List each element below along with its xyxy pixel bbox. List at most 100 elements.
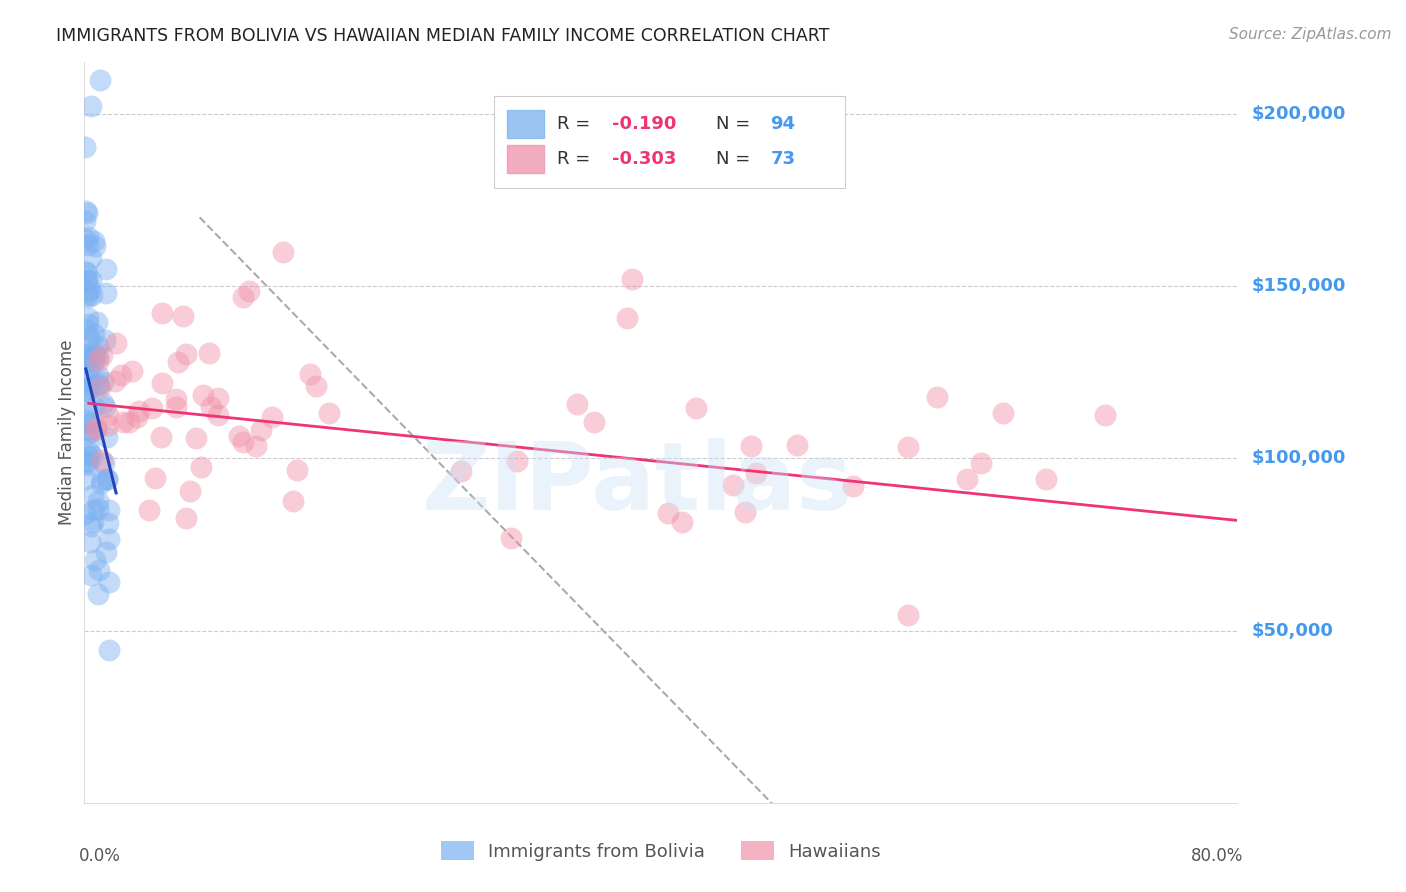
- Point: [172, 309, 194, 323]
- Text: ZIPatlas: ZIPatlas: [422, 439, 853, 531]
- Point: [76, 426, 98, 441]
- Point: [75, 322, 97, 336]
- Point: [657, 506, 679, 520]
- Point: [897, 608, 920, 623]
- Point: [77, 229, 100, 244]
- Point: [1035, 472, 1057, 486]
- Point: [141, 401, 163, 416]
- Point: [76, 402, 98, 417]
- Point: [96, 418, 118, 433]
- Point: [79, 425, 101, 439]
- Point: [250, 423, 273, 437]
- Point: [77, 416, 100, 430]
- Point: [991, 406, 1014, 420]
- Point: [76, 284, 98, 298]
- Point: [75, 472, 97, 486]
- Point: [96, 472, 118, 486]
- Point: [118, 415, 141, 429]
- Text: -0.190: -0.190: [613, 115, 676, 133]
- Point: [83, 552, 105, 566]
- Point: [77, 381, 100, 395]
- Point: [184, 431, 207, 445]
- Point: [232, 290, 254, 304]
- Text: 94: 94: [770, 115, 796, 133]
- Point: [79, 534, 101, 549]
- Point: [97, 408, 120, 422]
- Point: [94, 262, 117, 277]
- Point: [786, 438, 808, 452]
- Point: [91, 376, 114, 390]
- Point: [207, 391, 229, 405]
- Point: [77, 290, 100, 304]
- Point: [77, 350, 100, 364]
- Point: [179, 483, 201, 498]
- Point: [76, 272, 98, 286]
- Point: [80, 379, 103, 393]
- Point: [271, 244, 294, 259]
- Point: [200, 400, 222, 414]
- Point: [499, 531, 522, 545]
- Point: [75, 289, 97, 303]
- Text: $50,000: $50,000: [1251, 622, 1333, 640]
- Point: [740, 439, 762, 453]
- Point: [621, 272, 644, 286]
- Point: [721, 478, 744, 492]
- Point: [79, 282, 101, 296]
- Point: [75, 454, 97, 468]
- Point: [956, 472, 979, 486]
- Point: [87, 368, 110, 382]
- Point: [87, 354, 110, 368]
- Point: [77, 334, 100, 348]
- Point: [90, 475, 112, 490]
- Y-axis label: Median Family Income: Median Family Income: [58, 340, 76, 525]
- Point: [75, 508, 97, 522]
- Point: [94, 545, 117, 559]
- Point: [77, 424, 100, 438]
- Text: 0.0%: 0.0%: [79, 847, 121, 865]
- Point: [86, 315, 108, 329]
- Point: [82, 449, 104, 463]
- Point: [77, 458, 100, 472]
- Point: [98, 575, 121, 590]
- Point: [207, 409, 229, 423]
- Point: [318, 406, 340, 420]
- Point: [228, 429, 250, 443]
- Point: [111, 415, 134, 429]
- Point: [75, 214, 97, 228]
- Point: [75, 383, 97, 397]
- Point: [298, 368, 321, 382]
- Point: [76, 384, 98, 398]
- Point: [82, 503, 104, 517]
- Point: [842, 479, 865, 493]
- Point: [87, 494, 110, 508]
- Point: [121, 364, 143, 378]
- Point: [970, 456, 993, 470]
- Point: [77, 317, 100, 331]
- Point: [76, 273, 98, 287]
- Point: [76, 310, 98, 325]
- Point: [75, 204, 97, 219]
- Point: [138, 502, 160, 516]
- Point: [167, 355, 190, 369]
- Point: [75, 265, 97, 279]
- Point: [75, 265, 97, 279]
- Point: [84, 421, 107, 435]
- Point: [83, 353, 105, 368]
- Point: [745, 466, 768, 480]
- Point: [176, 347, 198, 361]
- Point: [150, 306, 173, 320]
- Point: [84, 239, 107, 253]
- Point: [565, 396, 588, 410]
- Text: -0.303: -0.303: [613, 150, 676, 168]
- Bar: [508, 110, 544, 138]
- Point: [87, 349, 110, 363]
- Point: [125, 409, 148, 424]
- Point: [87, 587, 110, 601]
- Point: [671, 516, 693, 530]
- Text: $150,000: $150,000: [1251, 277, 1346, 295]
- Point: [77, 345, 100, 359]
- Point: [260, 409, 283, 424]
- Text: $100,000: $100,000: [1251, 450, 1346, 467]
- Point: [83, 235, 105, 249]
- Point: [84, 421, 107, 435]
